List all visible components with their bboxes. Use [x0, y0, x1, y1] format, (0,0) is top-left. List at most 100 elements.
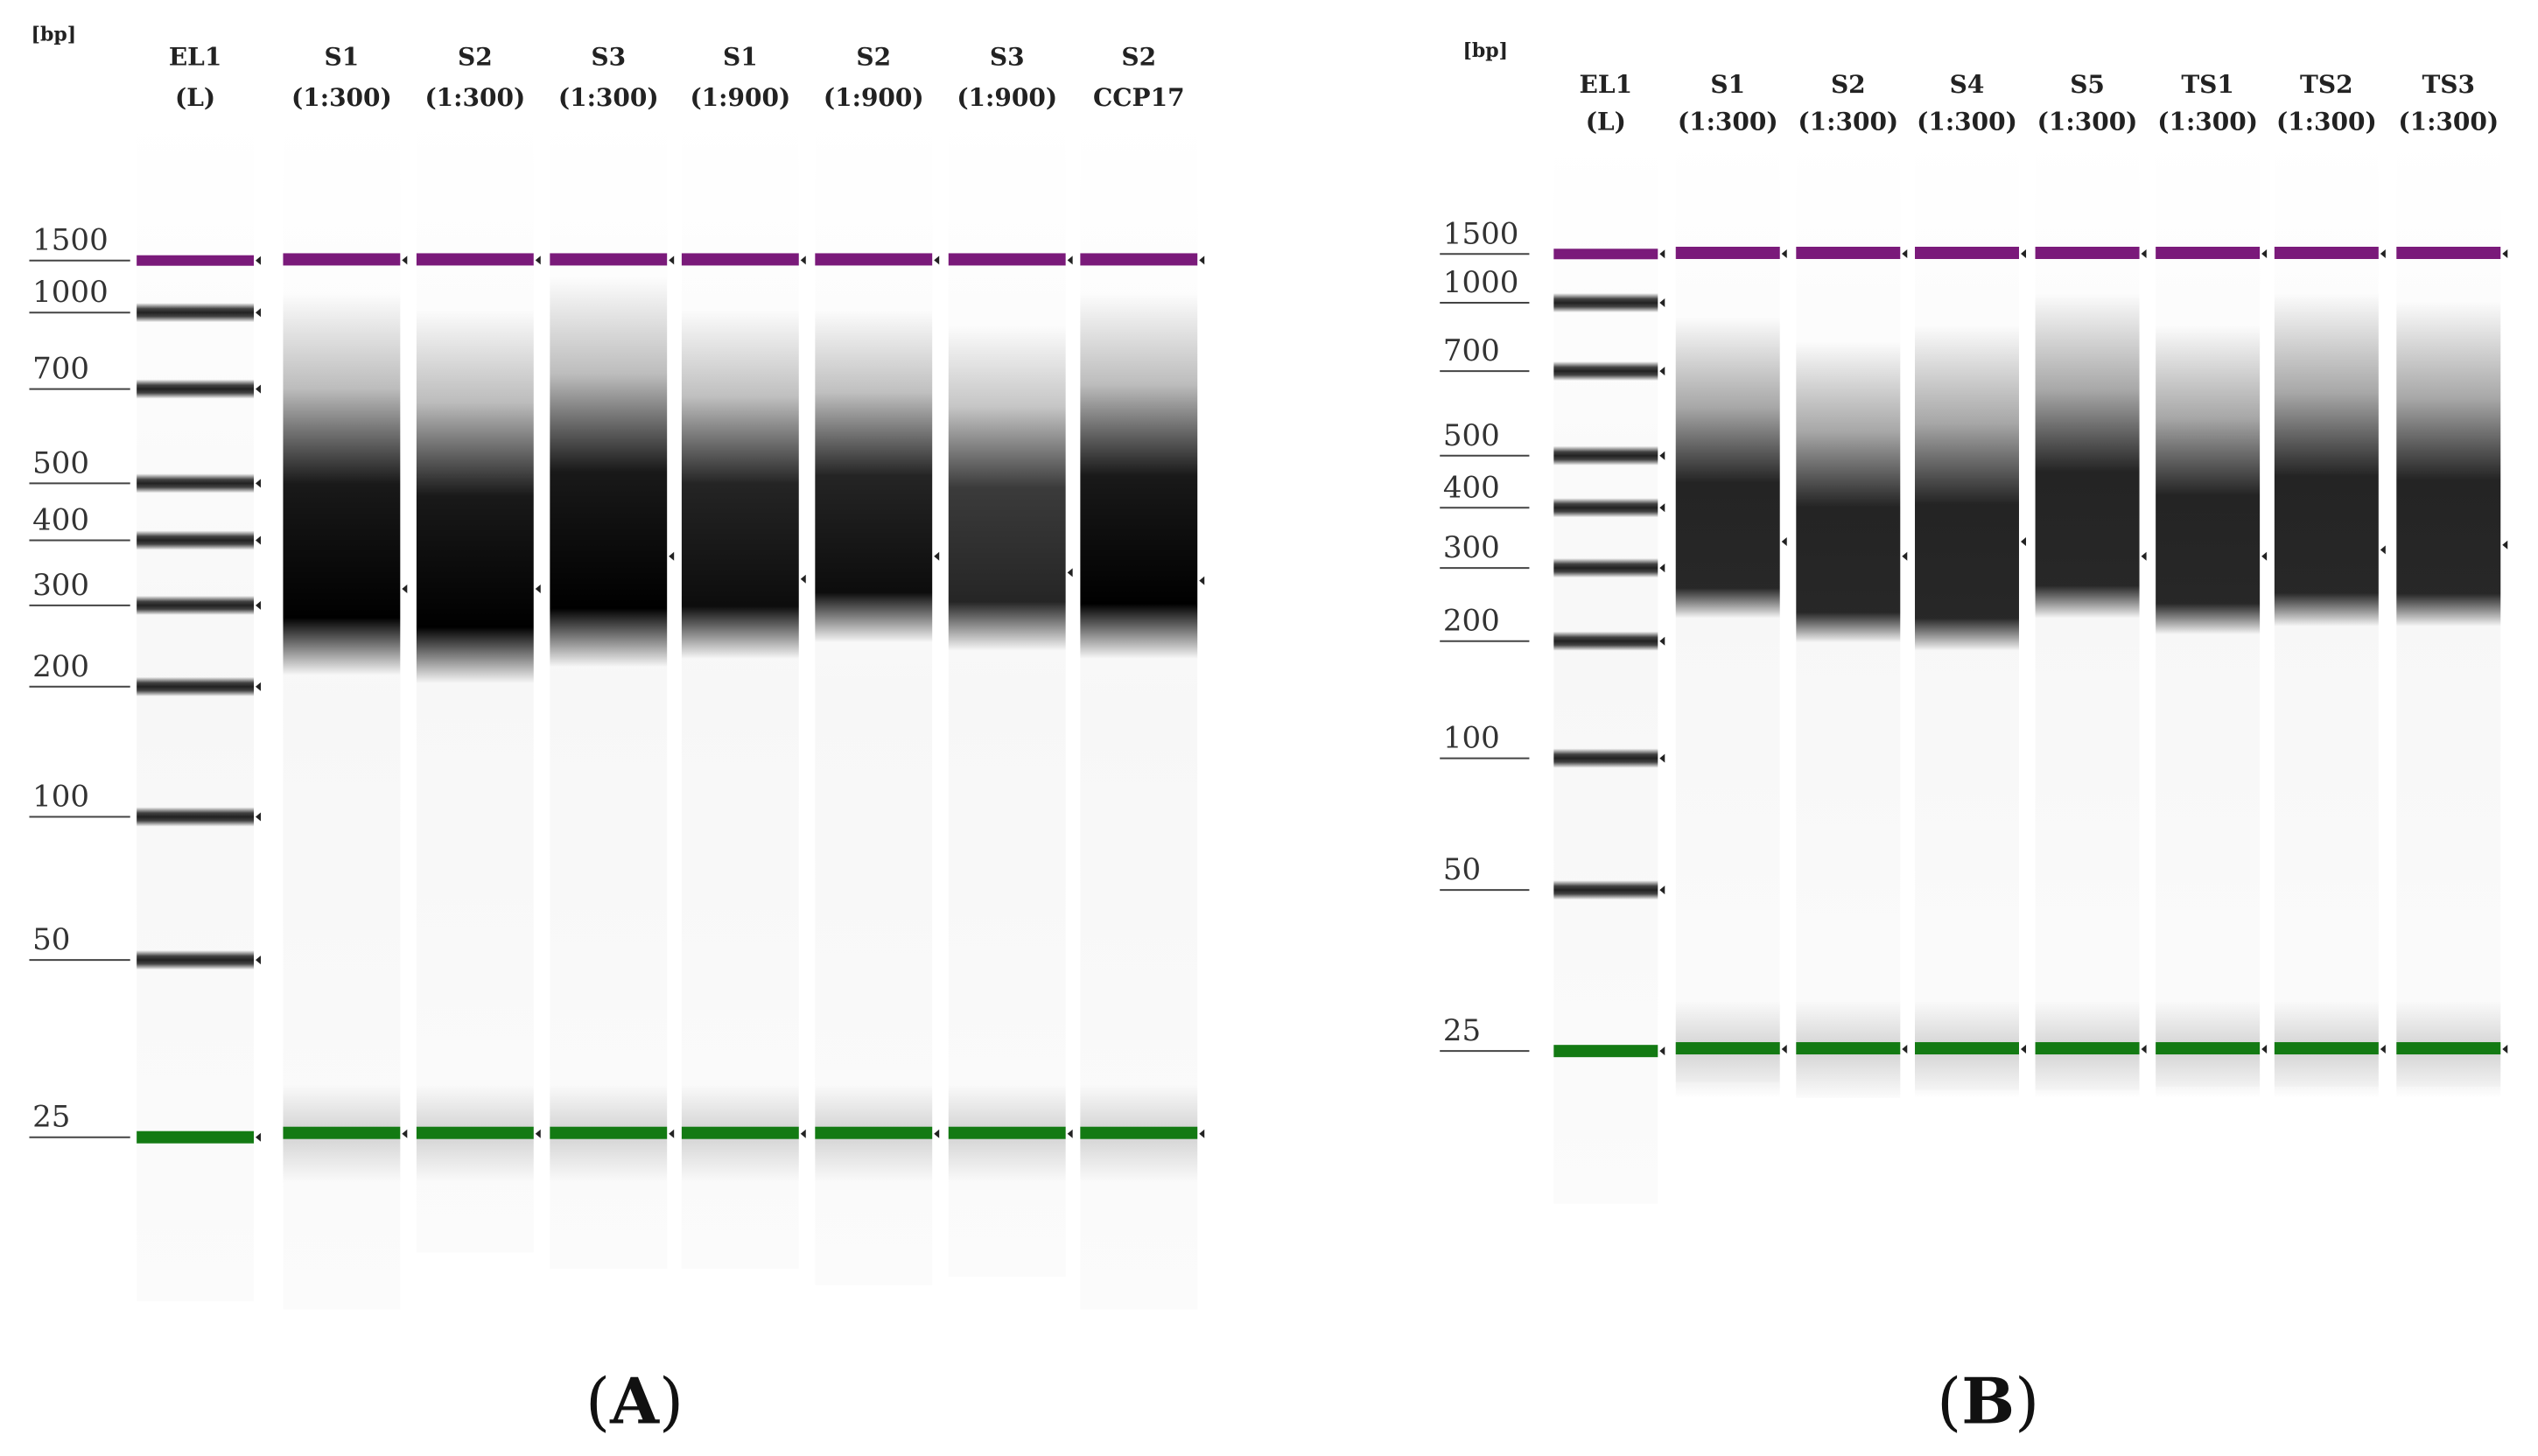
- sample-smear: [1796, 341, 1901, 643]
- ladder-band: [137, 530, 254, 550]
- lane-label-detail: (1:300): [1917, 108, 2017, 136]
- band-caret: [1067, 256, 1073, 265]
- lane-label-name: S2: [1121, 42, 1156, 71]
- sample-smear: [2156, 325, 2261, 634]
- lower-marker-band: [2156, 1042, 2261, 1055]
- band-caret: [669, 1129, 675, 1138]
- ladder-size-label: 100: [1443, 721, 1500, 756]
- lower-marker-band: [1675, 1042, 1780, 1055]
- upper-marker-band: [283, 253, 401, 266]
- gel-lane: [948, 114, 1066, 1278]
- ladder-band: [1553, 248, 1658, 260]
- band-caret: [2141, 1045, 2147, 1054]
- band-caret: [1781, 249, 1787, 258]
- band-caret: [2380, 1045, 2386, 1054]
- ladder-band: [137, 255, 254, 266]
- ladder-size-label: 300: [1443, 530, 1500, 565]
- lane-label-name: EL1: [1580, 70, 1633, 99]
- lower-marker-band: [416, 1126, 534, 1139]
- band-caret: [800, 1129, 806, 1138]
- lower-marker-band: [2274, 1042, 2379, 1055]
- sample-smear: [2396, 300, 2501, 626]
- upper-marker-band: [2156, 247, 2261, 259]
- band-caret: [934, 551, 940, 561]
- upper-marker-band: [681, 253, 799, 266]
- unit-label: [bp]: [32, 23, 77, 46]
- ladder-size-label: 50: [1443, 852, 1481, 887]
- band-caret: [2502, 1045, 2508, 1054]
- ladder-size-label: 200: [32, 649, 89, 684]
- lane-label-name: TS3: [2422, 70, 2475, 99]
- band-caret: [669, 551, 675, 561]
- ladder-band: [1553, 361, 1658, 382]
- lane-label-name: S2: [1831, 70, 1866, 99]
- ladder-band: [1553, 631, 1658, 651]
- sample-smear: [948, 325, 1066, 651]
- lane-label-detail: (1:300): [1678, 108, 1778, 136]
- ladder-band: [1553, 558, 1658, 578]
- ladder-size-label: 400: [1443, 470, 1500, 505]
- band-caret: [2141, 551, 2147, 561]
- lane-label-detail: (1:300): [2276, 108, 2377, 136]
- band-caret: [1199, 256, 1205, 265]
- upper-marker-band: [416, 253, 534, 266]
- sample-smear: [2274, 292, 2379, 626]
- ladder-size-label: 1500: [1443, 216, 1519, 251]
- ladder-band: [137, 676, 254, 696]
- band-caret: [1659, 753, 1665, 763]
- lane-label-detail: (1:300): [291, 83, 392, 112]
- band-caret: [1067, 1129, 1073, 1138]
- lane-label-detail: (1:300): [424, 83, 525, 112]
- band-caret: [2261, 551, 2268, 561]
- panel-label-open: (: [585, 1365, 610, 1438]
- band-caret: [1659, 886, 1665, 895]
- band-caret: [402, 256, 408, 265]
- band-caret: [256, 256, 261, 265]
- ladder-band: [137, 595, 254, 615]
- band-caret: [256, 682, 261, 691]
- ladder-band: [1553, 498, 1658, 518]
- ladder-size-label: 700: [32, 352, 89, 387]
- band-caret: [2380, 545, 2386, 555]
- band-caret: [256, 1132, 261, 1142]
- ladder-band: [1553, 1045, 1658, 1058]
- sample-smear: [550, 276, 668, 668]
- band-caret: [535, 584, 541, 593]
- upper-marker-band: [948, 253, 1066, 266]
- band-caret: [2261, 249, 2268, 258]
- band-caret: [2380, 249, 2386, 258]
- ladder-size-label: 1000: [32, 275, 109, 310]
- unit-label: [bp]: [1462, 39, 1508, 62]
- band-caret: [2502, 249, 2508, 258]
- lower-marker-band: [1080, 1126, 1198, 1139]
- band-caret: [800, 256, 806, 265]
- band-caret: [535, 256, 541, 265]
- lane-label-detail: (L): [175, 83, 215, 112]
- ladder-size-label: 400: [32, 502, 89, 537]
- sample-smear: [283, 292, 401, 676]
- upper-marker-band: [815, 253, 933, 266]
- band-caret: [800, 574, 806, 584]
- band-caret: [1199, 1129, 1205, 1138]
- panel-label-open: (: [1937, 1365, 1961, 1438]
- band-caret: [2141, 249, 2147, 258]
- upper-marker-band: [2035, 247, 2140, 259]
- lower-marker-band: [2035, 1042, 2140, 1055]
- ladder-size-label: 50: [32, 922, 70, 957]
- upper-marker-band: [2396, 247, 2501, 259]
- upper-marker-band: [550, 253, 668, 266]
- lane-label-name: S2: [458, 42, 493, 71]
- lower-marker-band: [948, 1126, 1066, 1139]
- panel-b: [bp] EL1 (L) S1 (1:300) S2 (1:300) S4 (1:300) S5 (…: [1440, 39, 2508, 1438]
- band-caret: [1902, 551, 1908, 561]
- ladder-band: [137, 950, 254, 970]
- lane-label-detail: (1:300): [2398, 108, 2499, 136]
- lower-marker-band: [815, 1126, 933, 1139]
- lower-marker-band: [550, 1126, 668, 1139]
- band-caret: [402, 1129, 408, 1138]
- band-caret: [1659, 451, 1665, 460]
- lane-label-name: S1: [1710, 70, 1745, 99]
- lower-marker-band: [2396, 1042, 2501, 1055]
- band-caret: [1659, 564, 1665, 573]
